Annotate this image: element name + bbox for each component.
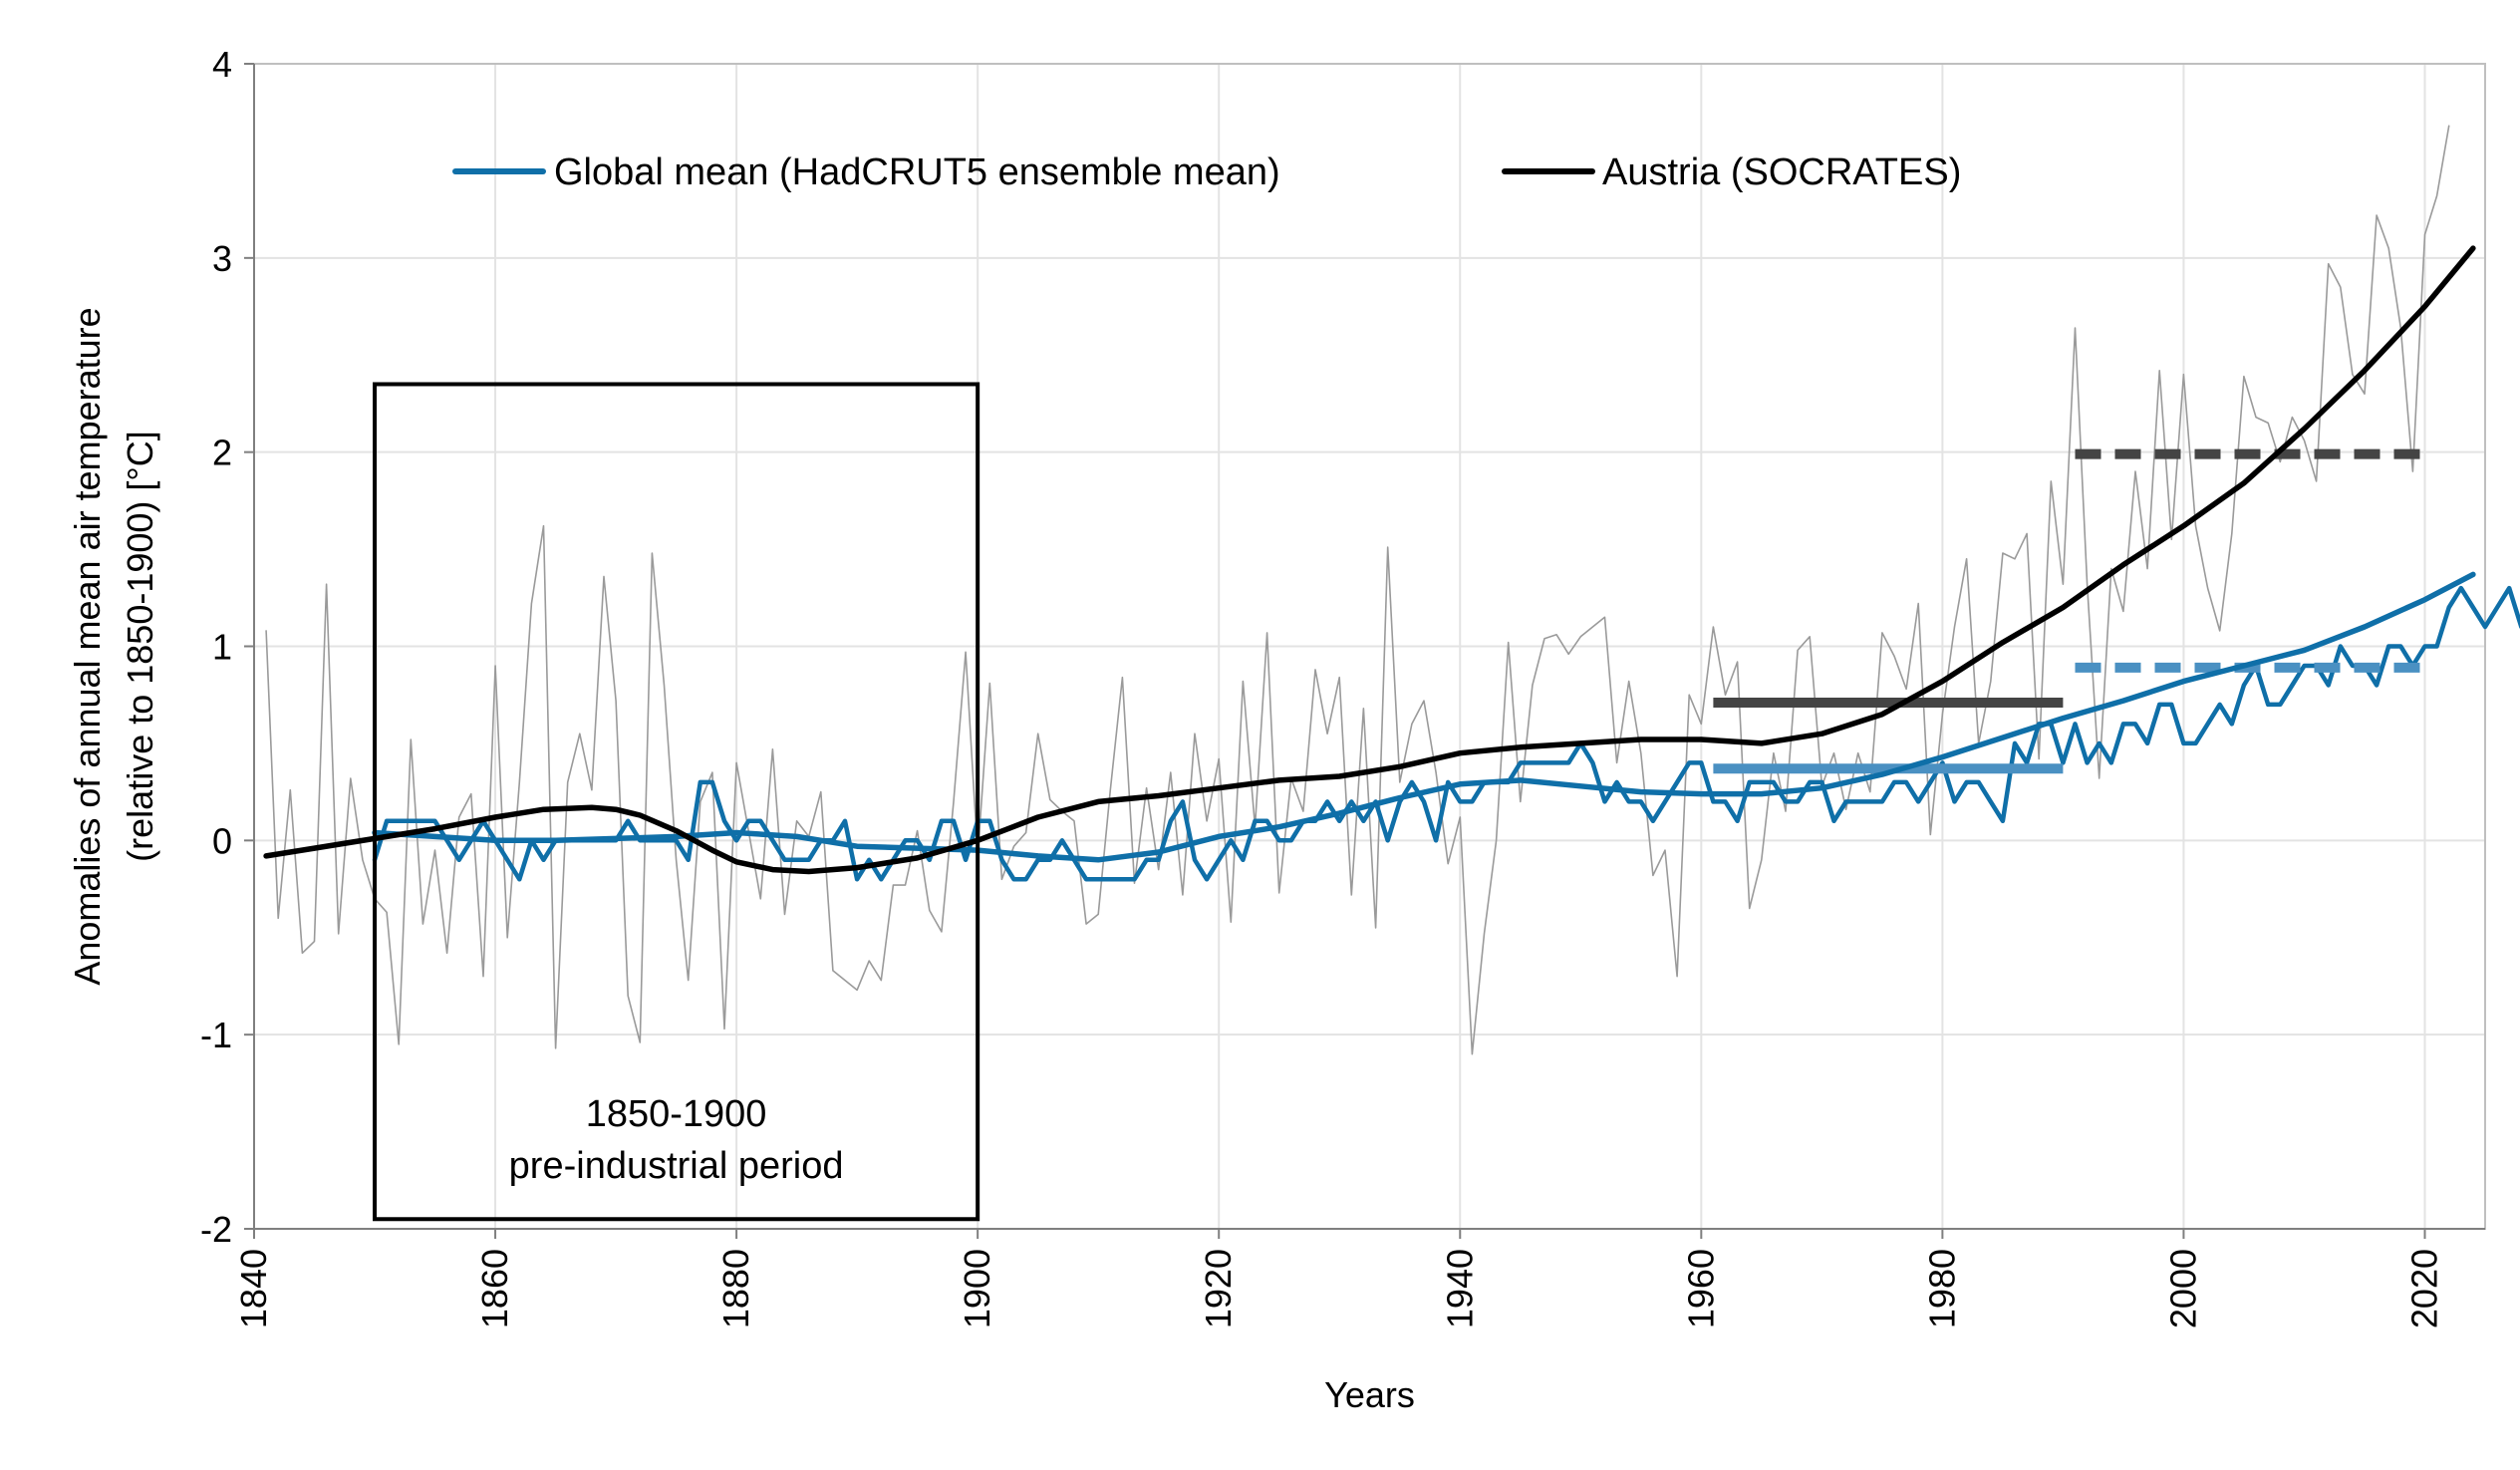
legend-label-austria: Austria (SOCRATES) <box>1602 151 1961 193</box>
axes <box>244 63 2485 1239</box>
pre-industrial-period-label: pre-industrial period <box>509 1145 844 1187</box>
y-tick-label: 2 <box>212 433 232 473</box>
x-tick-label: 2000 <box>2162 1249 2203 1328</box>
x-tick-label: 1960 <box>1680 1249 1721 1328</box>
x-tick-label: 2020 <box>2403 1249 2444 1328</box>
series-layer <box>263 125 2520 1055</box>
x-axis-title: Years <box>1324 1374 1415 1415</box>
y-tick-label: 1 <box>212 627 232 668</box>
pre-industrial-annotation: 1850-1900 pre-industrial period <box>373 382 980 1222</box>
y-tick-label: 3 <box>212 238 232 279</box>
legend-label-global: Global mean (HadCRUT5 ensemble mean) <box>554 151 1280 193</box>
x-tick-label: 1940 <box>1439 1249 1480 1328</box>
y-axis-title-line1: Anomalies of annual mean air temperature <box>67 307 108 985</box>
global-annual-line <box>372 585 2520 882</box>
pre-industrial-years-label: 1850-1900 <box>586 1093 767 1135</box>
y-tick-label: -1 <box>200 1015 232 1055</box>
austria-smoothed-line <box>263 245 2476 875</box>
tick-labels: -2 -1 0 1 2 3 4 1840 1860 1880 1900 1920 1940 1960 198… <box>200 44 2445 1328</box>
legend: Global mean (HadCRUT5 ensemble mean) Aus… <box>452 151 1961 193</box>
x-tick-label: 1980 <box>1921 1249 1962 1328</box>
y-tick-label: 4 <box>212 44 232 85</box>
x-tick-label: 1840 <box>233 1249 274 1328</box>
x-tick-label: 1880 <box>715 1249 756 1328</box>
y-tick-label: -2 <box>200 1209 232 1250</box>
y-axis-title-line2: (relative to 1850-1900) [°C] <box>120 431 160 862</box>
x-tick-label: 1920 <box>1198 1249 1239 1328</box>
pre-industrial-box <box>373 382 980 1222</box>
global-smoothed-line <box>372 571 2476 863</box>
x-tick-label: 1900 <box>957 1249 997 1328</box>
austria-annual-line <box>265 125 2450 1055</box>
x-tick-label: 1860 <box>474 1249 515 1328</box>
y-tick-label: 0 <box>212 820 232 861</box>
